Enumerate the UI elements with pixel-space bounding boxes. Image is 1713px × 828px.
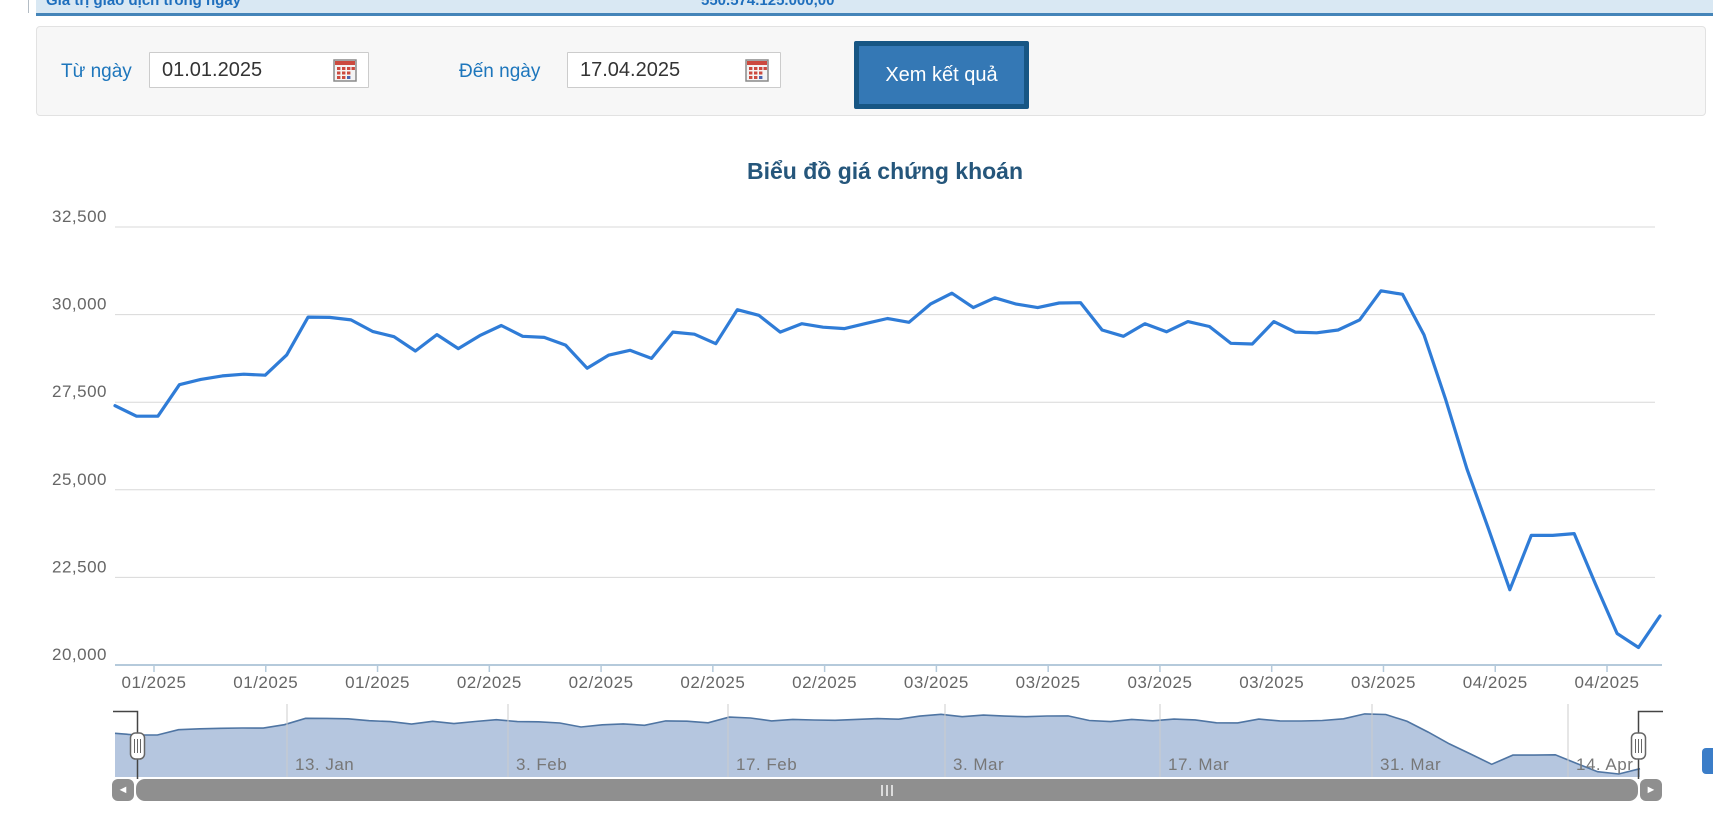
date-filter-panel: Từ ngày Đến ngày Xem kết quả [36,26,1706,116]
x-axis-label: 04/2025 [1575,673,1640,692]
x-axis-label: 02/2025 [680,673,745,692]
scrollbar-thumb[interactable] [136,779,1638,801]
navigator-label: 3. Mar [953,755,1004,774]
scrollbar-right-button[interactable]: ► [1640,779,1662,801]
x-axis-label: 03/2025 [1127,673,1192,692]
scrollbar-grip-icon [891,784,893,796]
navigator-label: 13. Jan [295,755,354,774]
x-axis-label: 03/2025 [1239,673,1304,692]
scrollbar-left-button[interactable]: ◄ [112,779,134,801]
x-axis-label: 01/2025 [233,673,298,692]
x-axis-label: 04/2025 [1463,673,1528,692]
y-axis-label: 27,500 [52,382,107,401]
from-date-input[interactable] [149,52,369,88]
top-info-bar: Giá trị giao dịch trong ngày 550.574.125… [36,0,1713,16]
back-to-top-button[interactable] [1702,748,1713,774]
x-axis-label: 02/2025 [569,673,634,692]
x-axis-label: 03/2025 [904,673,969,692]
navigator-line [114,713,1641,775]
chart-title: Biểu đồ giá chứng khoán [746,158,1024,184]
y-axis-label: 22,500 [52,557,107,576]
navigator-label: 31. Mar [1380,755,1441,774]
calendar-icon[interactable] [333,58,357,82]
calendar-icon[interactable] [745,58,769,82]
to-date-label: Đến ngày [459,61,541,82]
y-axis-label: 25,000 [52,470,107,489]
y-axis-label: 20,000 [52,645,107,664]
price-line [113,289,1662,650]
navigator-label: 3. Feb [516,755,567,774]
trading-value-label: Giá trị giao dịch trong ngày [46,0,242,9]
navigator-area[interactable] [115,713,1640,777]
from-date-label: Từ ngày [61,61,132,82]
x-axis-label: 02/2025 [792,673,857,692]
y-axis-label: 32,500 [52,207,107,226]
x-axis-label: 03/2025 [1351,673,1416,692]
x-axis-label: 03/2025 [1016,673,1081,692]
x-axis-label: 01/2025 [122,673,187,692]
trading-value: 550.574.125.000,00 [701,0,835,9]
x-axis-label: 01/2025 [345,673,410,692]
view-results-button[interactable]: Xem kết quả [854,41,1029,109]
arrow-right-icon: ► [1645,783,1657,796]
scrollbar-grip-icon [886,784,888,796]
scrollbar-grip-icon [881,784,883,796]
navigator-label: 17. Feb [736,755,797,774]
navigator-label: 14. Apr [1576,755,1633,774]
x-axis-label: 02/2025 [457,673,522,692]
y-axis-label: 30,000 [52,295,107,314]
table-left-border [28,0,29,13]
navigator-label: 17. Mar [1168,755,1229,774]
arrow-left-icon: ◄ [117,783,129,796]
